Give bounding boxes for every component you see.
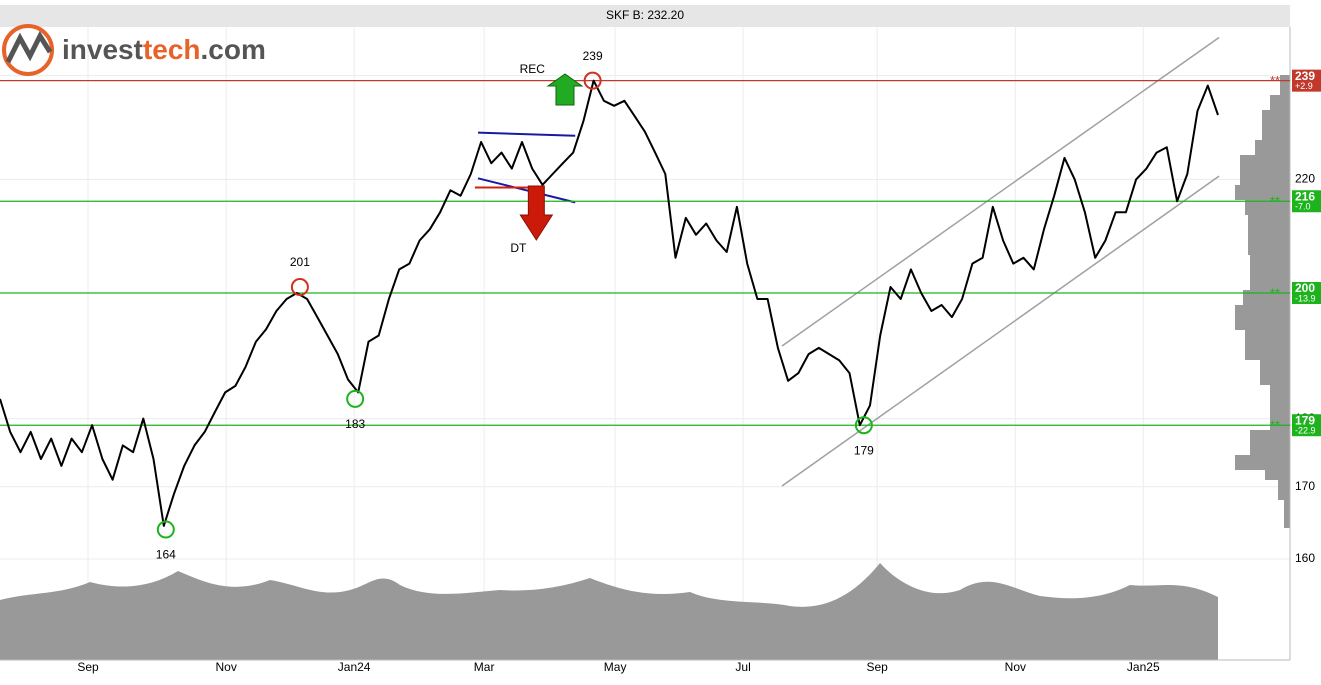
level-change: -22.9 xyxy=(1295,426,1316,436)
x-tick-label: Jul xyxy=(735,660,750,674)
x-tick-label: Mar xyxy=(474,660,495,674)
sell-arrow xyxy=(519,185,554,241)
level-box xyxy=(1292,190,1321,213)
logo: investtech.com xyxy=(2,24,266,76)
price-line xyxy=(0,79,1219,527)
extreme-marker xyxy=(156,520,175,539)
extreme-marker xyxy=(854,416,873,435)
level-box xyxy=(1292,281,1321,304)
extreme-label: 164 xyxy=(156,548,176,562)
level-value: 216 xyxy=(1295,189,1315,203)
logo-part: invest xyxy=(62,34,143,65)
x-tick-label: Jan25 xyxy=(1127,660,1160,674)
extreme-marker xyxy=(583,71,602,90)
trend-line xyxy=(477,177,576,204)
x-tick-label: Jan24 xyxy=(338,660,371,674)
level-change: -13.9 xyxy=(1295,293,1316,303)
level-change: -7.0 xyxy=(1295,202,1311,212)
extreme-marker xyxy=(290,278,309,297)
logo-zigzag xyxy=(5,30,53,64)
x-tick-label: Nov xyxy=(216,660,237,674)
level-box xyxy=(1292,414,1321,437)
level-value: 239 xyxy=(1295,69,1315,83)
logo-part: tech xyxy=(143,34,201,65)
title-bar xyxy=(0,5,1290,27)
extreme-label: 239 xyxy=(583,49,603,63)
level-value: 179 xyxy=(1295,413,1315,427)
level-box xyxy=(1292,69,1321,92)
x-tick-label: May xyxy=(604,660,627,674)
buy-arrow xyxy=(546,73,584,106)
level-change: +2.9 xyxy=(1295,81,1313,91)
logo-ring xyxy=(2,24,54,76)
volume-profile xyxy=(1235,75,1290,528)
chart-title: SKF B: 232.20 xyxy=(606,8,684,22)
level-marker: ** xyxy=(1270,194,1280,209)
volume-area xyxy=(0,563,1218,660)
level-marker: ** xyxy=(1270,285,1280,300)
y-tick-label: 170 xyxy=(1295,479,1315,493)
signal-label: DT xyxy=(510,241,527,255)
trend-line xyxy=(477,131,576,137)
level-value: 200 xyxy=(1295,281,1315,295)
extreme-label: 179 xyxy=(854,443,874,457)
level-marker: ** xyxy=(1270,73,1280,88)
extreme-marker xyxy=(346,389,365,408)
x-tick-label: Nov xyxy=(1005,660,1026,674)
x-tick-label: Sep xyxy=(77,660,99,674)
x-tick-label: Sep xyxy=(866,660,888,674)
trend-line xyxy=(781,36,1220,347)
logo-text: investtech.com xyxy=(62,34,266,65)
extreme-label: 183 xyxy=(345,417,365,431)
extreme-label: 201 xyxy=(290,255,310,269)
signal-label: REC xyxy=(520,62,546,76)
level-marker: ** xyxy=(1270,418,1280,433)
logo-part: .com xyxy=(201,34,266,65)
trend-line xyxy=(781,175,1220,487)
y-tick-label: 220 xyxy=(1295,172,1315,186)
y-tick-label: 160 xyxy=(1295,551,1315,565)
